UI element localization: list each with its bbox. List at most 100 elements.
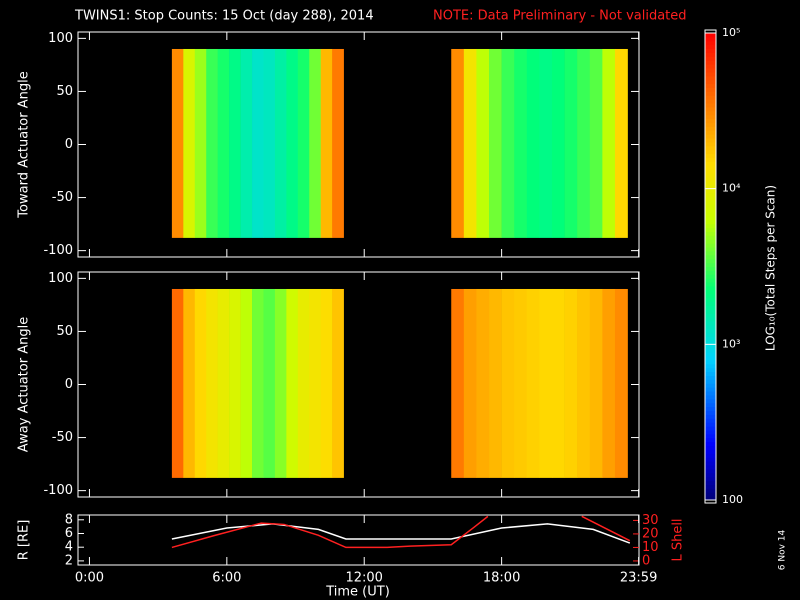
colorbar-cell — [705, 371, 716, 376]
colorbar-cell — [705, 153, 716, 159]
colorbar-tick-label: 10⁵ — [722, 26, 740, 39]
y-tick-label: 50 — [56, 324, 73, 339]
heat-cell — [217, 48, 230, 238]
heat-cell — [564, 48, 578, 238]
heat-cell — [274, 288, 287, 478]
heat-cell — [589, 48, 603, 238]
colorbar-cell — [705, 406, 716, 411]
heat-cell — [263, 288, 276, 478]
colorbar-cell — [705, 254, 716, 260]
y-tick-label: 50 — [56, 84, 73, 99]
heat-cell — [451, 288, 465, 478]
colorbar-cell — [705, 352, 716, 357]
colorbar-cell — [705, 375, 716, 380]
colorbar-cell — [705, 410, 716, 415]
heat-cell — [206, 288, 218, 478]
colorbar-cell — [705, 480, 716, 485]
colorbar-cell — [705, 383, 716, 388]
heat-cell — [309, 48, 322, 238]
date: 6 Nov 14 — [778, 529, 788, 570]
heat-cell — [476, 288, 490, 478]
colorbar-cell — [705, 60, 716, 65]
heat-cell — [539, 288, 553, 478]
colorbar-cell — [705, 138, 716, 143]
y2-tick-label: 20 — [642, 526, 659, 541]
colorbar-cell — [705, 402, 716, 408]
heat-cell — [286, 288, 299, 478]
colorbar-cell — [705, 422, 716, 427]
colorbar-cell — [705, 391, 716, 396]
heat-cell — [332, 48, 344, 238]
y-tick-label: 100 — [48, 31, 73, 46]
colorbar-cell — [705, 91, 716, 96]
heat-cell — [551, 48, 565, 238]
colorbar-frame — [704, 29, 717, 504]
colorbar-cell — [705, 71, 716, 77]
y-tick-label: -50 — [52, 190, 73, 205]
colorbar-cell — [705, 173, 716, 178]
y-label: Away Actuator Angle — [17, 317, 32, 452]
heat-cell — [476, 48, 490, 238]
heat-cell — [514, 288, 528, 478]
heat-cell — [240, 288, 253, 478]
colorbar-cell — [705, 126, 716, 131]
colorbar-cell — [705, 110, 716, 116]
colorbar-cell — [705, 184, 716, 190]
colorbar-cell — [705, 429, 716, 435]
colorbar-cell — [705, 457, 716, 462]
heat-cell — [564, 288, 578, 478]
y-tick-label: -100 — [43, 483, 73, 498]
heat-cell — [286, 48, 299, 238]
colorbar-cell — [705, 103, 716, 108]
colorbar-cell — [705, 200, 716, 205]
orbit-line — [171, 515, 631, 549]
heat-cell — [206, 48, 218, 238]
colorbar-cell — [705, 344, 716, 349]
colorbar-cell — [705, 87, 716, 92]
colorbar-cell — [705, 219, 716, 225]
heat-cell — [463, 48, 477, 238]
heat-cell — [183, 48, 196, 238]
heat-cell — [229, 288, 241, 478]
colorbar-cell — [705, 359, 716, 365]
colorbar-cell — [705, 356, 716, 361]
colorbar-cell — [705, 208, 716, 213]
colorbar-cell — [705, 336, 716, 341]
colorbar-cell — [705, 426, 716, 431]
colorbar-cell — [705, 324, 716, 330]
heat-cell — [501, 48, 515, 238]
colorbar-cell — [705, 274, 716, 279]
colorbar-cell — [705, 453, 716, 458]
heat-cell — [240, 48, 253, 238]
y2-label: L Shell — [671, 518, 686, 561]
heat-cell — [274, 48, 287, 238]
note: NOTE: Data Preliminary - Not validated — [433, 9, 687, 24]
colorbar-cell — [705, 188, 716, 194]
colorbar-cell — [705, 64, 716, 69]
heat-cell — [614, 288, 628, 478]
colorbar-cell — [705, 332, 716, 338]
colorbar-cell — [705, 468, 716, 474]
colorbar-tick-label: 10⁴ — [722, 182, 741, 195]
heat-cell — [514, 48, 528, 238]
heat-cell — [451, 48, 465, 238]
colorbar-cell — [705, 258, 716, 264]
colorbar-cell — [705, 215, 716, 221]
colorbar-cell — [705, 56, 716, 61]
heat-cell — [194, 48, 207, 238]
colorbar-cell — [705, 141, 716, 147]
colorbar-cell — [705, 492, 716, 497]
colorbar-cell — [705, 278, 716, 283]
colorbar-cell — [705, 33, 716, 38]
heat-cell — [297, 288, 310, 478]
heat-cell — [252, 288, 264, 478]
y-label: R [RE] — [17, 520, 32, 561]
colorbar-cell — [705, 223, 716, 229]
colorbar-cell — [705, 398, 716, 404]
colorbar-cell — [705, 441, 716, 447]
colorbar-cell — [705, 305, 716, 310]
heat-cell — [217, 288, 230, 478]
colorbar-cell — [705, 196, 716, 201]
colorbar-cell — [705, 394, 716, 400]
